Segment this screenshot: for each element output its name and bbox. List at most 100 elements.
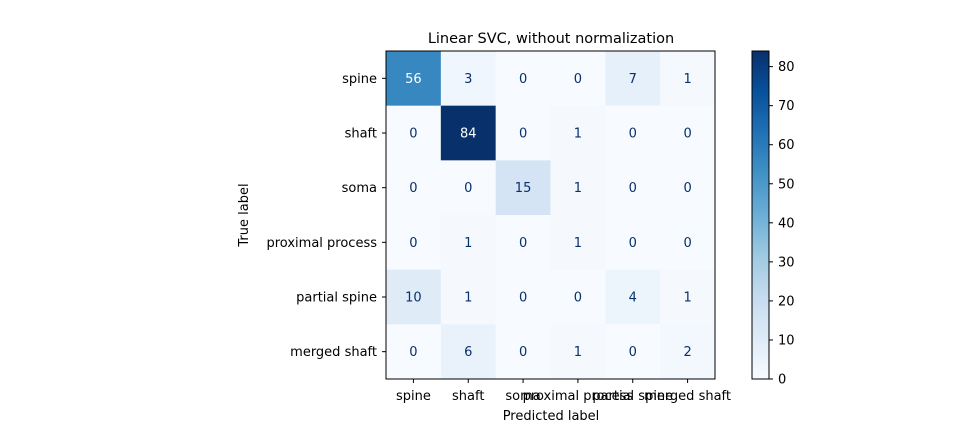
heatmap-cell: [440, 51, 497, 107]
colorbar-tick-label: 10: [778, 333, 795, 348]
colorbar-tick-label: 70: [778, 99, 795, 114]
heatmap-cell: [495, 51, 551, 107]
cell-value-label: 0: [629, 127, 637, 142]
cell-value-label: 0: [683, 236, 691, 251]
x-tick-label: proximal process: [523, 389, 634, 404]
heatmap-cell: [660, 160, 716, 216]
heatmap-cell: [605, 105, 661, 161]
heatmap-cell: [440, 105, 497, 161]
x-tick-label: partial spine: [592, 389, 673, 404]
heatmap-cell-labels: 56 3 0 0 7 10 84 0 1 0 00 0 15 1 0 00 1 0 1 0 010 1 0 0 4 10 6 0 1 0 2: [405, 72, 692, 360]
cell-value-label: 84: [460, 127, 477, 142]
colorbar-tick-label: 30: [778, 255, 795, 270]
cell-value-label: 0: [629, 345, 637, 360]
cell-value-label: 6: [464, 345, 472, 360]
heatmap-cell: [495, 105, 551, 161]
colorbar: [751, 50, 770, 380]
cell-value-label: 1: [683, 72, 691, 87]
chart-title: Linear SVC, without normalization: [428, 31, 674, 47]
heatmap-cell: [386, 269, 442, 325]
y-axis-ticks: spine shaft soma proximal process partial sp…: [267, 72, 386, 360]
heatmap-cell: [660, 105, 716, 161]
heatmap-cell: [386, 160, 442, 216]
heatmap-cell: [660, 51, 716, 107]
heatmap-cell: [440, 324, 497, 380]
x-axis-label: Predicted label: [503, 409, 600, 424]
cell-value-label: 1: [574, 181, 582, 196]
cell-value-label: 0: [409, 236, 417, 251]
y-tick-label: partial spine: [296, 291, 377, 306]
y-tick-label: proximal process: [267, 236, 378, 251]
cell-value-label: 0: [629, 236, 637, 251]
heatmap-cell: [605, 269, 661, 325]
cell-value-label: 0: [409, 181, 417, 196]
heatmap-cell: [495, 160, 551, 216]
heatmap-cell: [660, 269, 716, 325]
heatmap-cell: [550, 324, 606, 380]
colorbar-tick-label: 40: [778, 216, 795, 231]
cell-value-label: 0: [409, 345, 417, 360]
heatmap-cell: [550, 105, 606, 161]
heatmap-cell: [495, 269, 551, 325]
cell-value-label: 0: [574, 291, 582, 306]
colorbar-tick-label: 20: [778, 294, 795, 309]
y-axis-label: True label: [237, 183, 252, 247]
heatmap-cell: [440, 269, 497, 325]
cell-value-label: 0: [574, 72, 582, 87]
cell-value-label: 0: [519, 72, 527, 87]
heatmap-cell: [550, 160, 606, 216]
y-tick-label: merged shaft: [290, 345, 377, 360]
plot-frame: [385, 50, 716, 380]
heatmap-cells: [386, 51, 716, 380]
cell-value-label: 0: [629, 181, 637, 196]
heatmap-cell: [605, 215, 661, 271]
cell-value-label: 0: [519, 345, 527, 360]
cell-value-label: 1: [683, 291, 691, 306]
heatmap-cell: [660, 215, 716, 271]
x-tick-label: shaft: [452, 389, 484, 404]
cell-value-label: 1: [574, 236, 582, 251]
cell-value-label: 15: [515, 181, 532, 196]
cell-value-label: 7: [629, 72, 637, 87]
x-tick-label: merged shaft: [644, 389, 731, 404]
cell-value-label: 0: [683, 127, 691, 142]
cell-value-label: 1: [464, 291, 472, 306]
cell-value-label: 2: [683, 345, 691, 360]
cell-value-label: 0: [409, 127, 417, 142]
cell-value-label: 0: [683, 181, 691, 196]
heatmap-cell: [550, 269, 606, 325]
cell-value-label: 0: [519, 236, 527, 251]
cell-value-label: 4: [629, 291, 637, 306]
heatmap-cell: [495, 215, 551, 271]
x-tick-label: spine: [396, 389, 431, 404]
y-tick-label: spine: [342, 72, 377, 87]
heatmap-cell: [605, 324, 661, 380]
colorbar-tick-label: 50: [778, 177, 795, 192]
heatmap-cell: [660, 324, 716, 380]
heatmap-cell: [605, 160, 661, 216]
colorbar-tick-label: 80: [778, 60, 795, 75]
colorbar-tick-label: 0: [778, 373, 786, 388]
colorbar-tick-label: 60: [778, 138, 795, 153]
x-tick-label: soma: [505, 389, 540, 404]
cell-value-label: 56: [405, 72, 422, 87]
cell-value-label: 0: [519, 127, 527, 142]
heatmap-cell: [386, 51, 442, 107]
cell-value-label: 1: [574, 127, 582, 142]
cell-value-label: 0: [464, 181, 472, 196]
heatmap-cell: [440, 215, 497, 271]
colorbar-ticks: 0 10 20 30 40 50 60 70 80: [769, 60, 795, 388]
heatmap-cell: [550, 215, 606, 271]
heatmap-cell: [386, 324, 442, 380]
heatmap-cell: [605, 51, 661, 107]
heatmap-cell: [440, 160, 497, 216]
y-tick-label: shaft: [345, 127, 377, 142]
heatmap-cell: [386, 105, 442, 161]
y-tick-label: soma: [342, 181, 377, 196]
cell-value-label: 10: [405, 291, 422, 306]
heatmap-cell: [386, 215, 442, 271]
cell-value-label: 0: [519, 291, 527, 306]
heatmap-cell: [495, 324, 551, 380]
